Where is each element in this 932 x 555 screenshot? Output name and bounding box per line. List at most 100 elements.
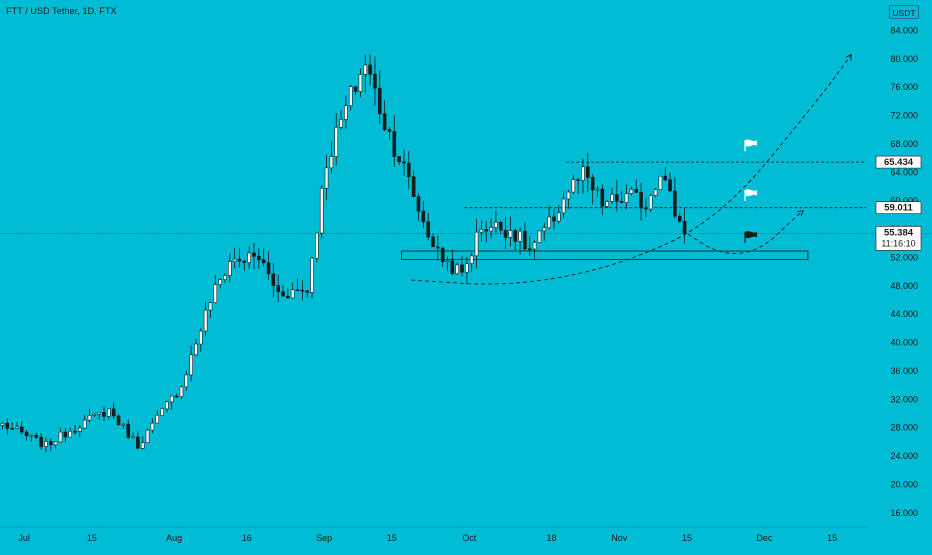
candle-body [653, 189, 658, 196]
candle-body [131, 436, 135, 439]
candle-body [252, 252, 256, 257]
candle-2021-09-25 [440, 246, 445, 267]
y-tick-label: 48.000 [890, 281, 918, 291]
candle-2021-11-05 [639, 183, 643, 221]
candle-2021-10-06 [494, 211, 498, 235]
candle-2021-07-30 [165, 400, 169, 413]
candle-body [436, 246, 440, 249]
candle-body [673, 190, 677, 217]
candle-2021-10-16 [542, 222, 547, 241]
x-tick-label: 15 [682, 533, 692, 543]
candle-body [556, 212, 561, 222]
candle-2021-11-02 [624, 184, 629, 210]
candle-body [107, 408, 111, 417]
candle-body [324, 167, 329, 189]
y-tick-label: 60.000 [890, 196, 918, 206]
candle-body [34, 434, 39, 438]
candle-body [310, 257, 314, 293]
candle-body [639, 191, 643, 209]
candle-2021-07-05 [44, 437, 48, 453]
projection-curve-2 [681, 210, 804, 254]
candle-body [44, 441, 48, 447]
candle-2021-10-28 [600, 184, 605, 216]
candle-2021-07-03 [34, 432, 39, 440]
candle-2021-10-22 [571, 174, 576, 195]
candle-2021-10-25 [586, 152, 590, 193]
candle-body [426, 221, 430, 238]
candle-body [198, 330, 203, 345]
currency-badge[interactable]: USDT [889, 5, 919, 19]
candle-2021-07-13 [82, 414, 87, 430]
candle-2021-09-23 [431, 232, 435, 248]
candle-2021-08-18 [257, 248, 261, 269]
candle-body [300, 289, 305, 292]
candle-body [165, 401, 169, 410]
candle-body [281, 291, 285, 297]
candle-body [397, 156, 401, 163]
candle-body [610, 194, 614, 202]
candle-body [402, 161, 406, 164]
candle-2021-09-27 [450, 249, 455, 276]
candle-body [382, 113, 387, 130]
candle-body [615, 194, 619, 202]
y-tick-label: 84.000 [890, 25, 918, 35]
candle-2021-08-27 [300, 280, 305, 301]
candle-body [189, 354, 193, 376]
candle-2021-09-11 [373, 56, 377, 106]
candle-2021-11-04 [634, 179, 638, 194]
candle-body [140, 442, 145, 449]
flag-cloth [745, 139, 758, 147]
candle-2021-09-16 [397, 156, 401, 165]
candle-body [508, 230, 513, 238]
candle-2021-09-09 [363, 54, 368, 94]
flag-icon-2 [744, 189, 758, 201]
candle-body [494, 222, 498, 228]
y-tick-label: 68.000 [890, 139, 918, 149]
candle-2021-09-26 [445, 256, 450, 272]
candle-body [102, 412, 106, 417]
candle-2021-11-10 [663, 167, 668, 182]
candle-2021-10-21 [566, 189, 571, 209]
candle-body [431, 236, 435, 248]
candle-body [377, 87, 382, 115]
x-tick-label: 15 [387, 533, 397, 543]
y-tick-label: 24.000 [890, 451, 918, 461]
candle-body [644, 207, 648, 210]
candle-body [566, 191, 571, 200]
chart-title: FTT / USD Tether, 1D, FTX [6, 6, 117, 16]
candle-2021-09-15 [392, 115, 397, 168]
candle-2021-07-22 [126, 420, 131, 440]
candle-body [179, 386, 184, 398]
candle-2021-10-01 [469, 252, 474, 273]
candle-2021-08-30 [315, 232, 319, 263]
candle-body [527, 248, 532, 251]
candle-body [63, 431, 68, 438]
flag-markers [744, 139, 758, 243]
candle-2021-08-21 [271, 262, 276, 297]
candle-2021-07-02 [29, 434, 34, 442]
candle-body [276, 285, 280, 293]
projection-curve-1 [411, 54, 852, 285]
candle-body [208, 302, 213, 311]
price-label-box [875, 155, 922, 169]
candle-body [73, 430, 77, 433]
candle-body [305, 290, 310, 293]
candle-body [5, 422, 10, 429]
candle-2021-08-28 [305, 290, 310, 298]
candle-2021-07-24 [136, 431, 140, 449]
candle-body [605, 201, 609, 207]
candle-body [232, 258, 237, 262]
candle-2021-10-03 [479, 220, 484, 242]
candle-body [503, 229, 508, 238]
candle-2021-08-09 [213, 275, 218, 304]
candle-2021-06-26 [0, 421, 5, 430]
candle-2021-08-01 [174, 393, 179, 398]
candle-body [242, 260, 247, 263]
candle-2021-07-17 [102, 406, 106, 421]
candle-body [479, 229, 484, 233]
candle-body [348, 86, 353, 106]
candle-body [160, 408, 164, 416]
price-label-text: 55.384 [884, 227, 914, 238]
